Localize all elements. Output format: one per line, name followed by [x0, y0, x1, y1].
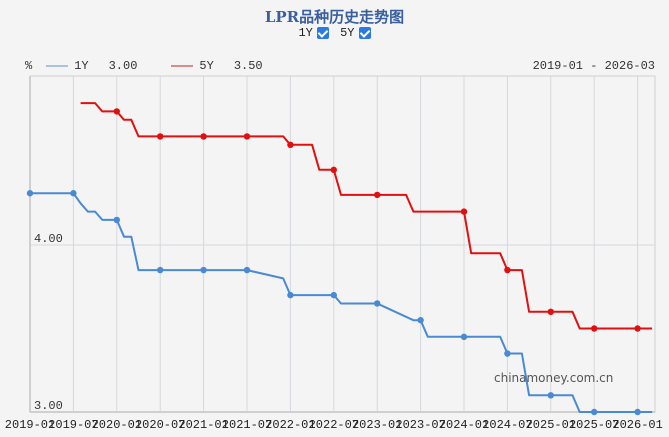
toggle-1y[interactable]: 1Y — [298, 26, 329, 40]
toggle-5y-label: 5Y — [340, 26, 355, 40]
watermark: chinamoney.com.cn — [494, 371, 614, 385]
legend-name: 1Y — [74, 59, 89, 73]
data-point-marker[interactable] — [113, 216, 121, 224]
data-point-marker[interactable] — [200, 133, 207, 140]
legend-item-5y[interactable]: 5Y 3.50 — [171, 59, 263, 73]
data-point-marker[interactable] — [634, 408, 641, 416]
x-tick-label: 2021-01 — [178, 418, 229, 432]
data-point-marker[interactable] — [591, 408, 598, 416]
legend-name: 5Y — [199, 59, 214, 73]
x-tick-label: 2022-07 — [308, 418, 360, 432]
checkbox-checked-icon[interactable] — [358, 27, 371, 39]
x-tick-label: 2023-01 — [351, 418, 403, 432]
line-swatch-icon — [171, 65, 194, 67]
toggle-1y-label: 1Y — [298, 26, 313, 40]
x-tick-label: 2019-01 — [4, 418, 56, 432]
x-tick-label: 2020-01 — [91, 418, 143, 432]
x-tick-label: 2020-07 — [134, 418, 186, 432]
x-tick-label: 2023-07 — [395, 418, 446, 432]
data-point-marker[interactable] — [330, 291, 337, 299]
data-point-marker[interactable] — [460, 208, 468, 215]
data-point-marker[interactable] — [243, 266, 251, 274]
data-point-marker[interactable] — [504, 266, 511, 274]
data-point-marker[interactable] — [374, 300, 381, 307]
data-point-marker[interactable] — [243, 133, 251, 140]
chart-title: LPR品种历史走势图 — [264, 8, 405, 26]
chart-legend: % 1Y 3.00 5Y 3.50 — [25, 59, 285, 73]
x-tick-label: 2025-07 — [568, 418, 620, 432]
data-point-marker[interactable] — [547, 308, 554, 315]
data-point-marker[interactable] — [504, 350, 511, 357]
checkbox-checked-icon[interactable] — [316, 27, 329, 39]
x-tick-label: 2022-01 — [265, 418, 316, 432]
date-range: 2019-01 - 2026-03 — [532, 59, 655, 73]
data-point-marker[interactable] — [113, 108, 121, 115]
data-point-marker[interactable] — [26, 190, 34, 197]
series-line-1y[interactable] — [30, 192, 653, 413]
data-point-marker[interactable] — [200, 266, 207, 274]
line-swatch-icon — [46, 65, 69, 67]
data-point-marker[interactable] — [591, 325, 598, 332]
data-point-marker[interactable] — [417, 316, 424, 324]
data-point-marker[interactable] — [287, 141, 294, 148]
x-axis-labels: 2019-01 2019-07 2020-01 2020-07 2021-01 2021-… — [0, 418, 669, 434]
x-tick-label: 2025-01 — [525, 418, 577, 432]
x-tick-label: 2021-07 — [221, 418, 273, 432]
unit-label: % — [25, 59, 33, 73]
x-tick-label: 2026-01 — [612, 418, 663, 432]
legend-item-1y[interactable]: 1Y 3.00 — [46, 59, 137, 73]
data-point-marker[interactable] — [330, 166, 337, 174]
data-point-marker[interactable] — [374, 191, 381, 199]
data-point-marker[interactable] — [70, 190, 77, 197]
toggle-5y[interactable]: 5Y — [340, 26, 371, 40]
legend-value: 3.50 — [233, 59, 263, 73]
legend-value: 3.00 — [108, 59, 138, 73]
data-point-marker[interactable] — [287, 291, 294, 299]
x-tick-label: 2024-01 — [438, 418, 490, 432]
x-tick-label: 2024-07 — [482, 418, 533, 432]
data-point-marker[interactable] — [634, 325, 641, 332]
y-tick-label: 4.00 — [34, 232, 63, 246]
plot-frame — [29, 75, 656, 413]
series-toggles: 1Y 5Y — [0, 26, 669, 40]
data-point-marker[interactable] — [157, 266, 164, 274]
x-tick-label: 2019-07 — [48, 418, 99, 432]
data-point-marker[interactable] — [157, 133, 164, 140]
data-point-marker[interactable] — [547, 392, 554, 399]
y-tick-label: 3.00 — [34, 399, 63, 413]
data-point-marker[interactable] — [460, 333, 468, 341]
